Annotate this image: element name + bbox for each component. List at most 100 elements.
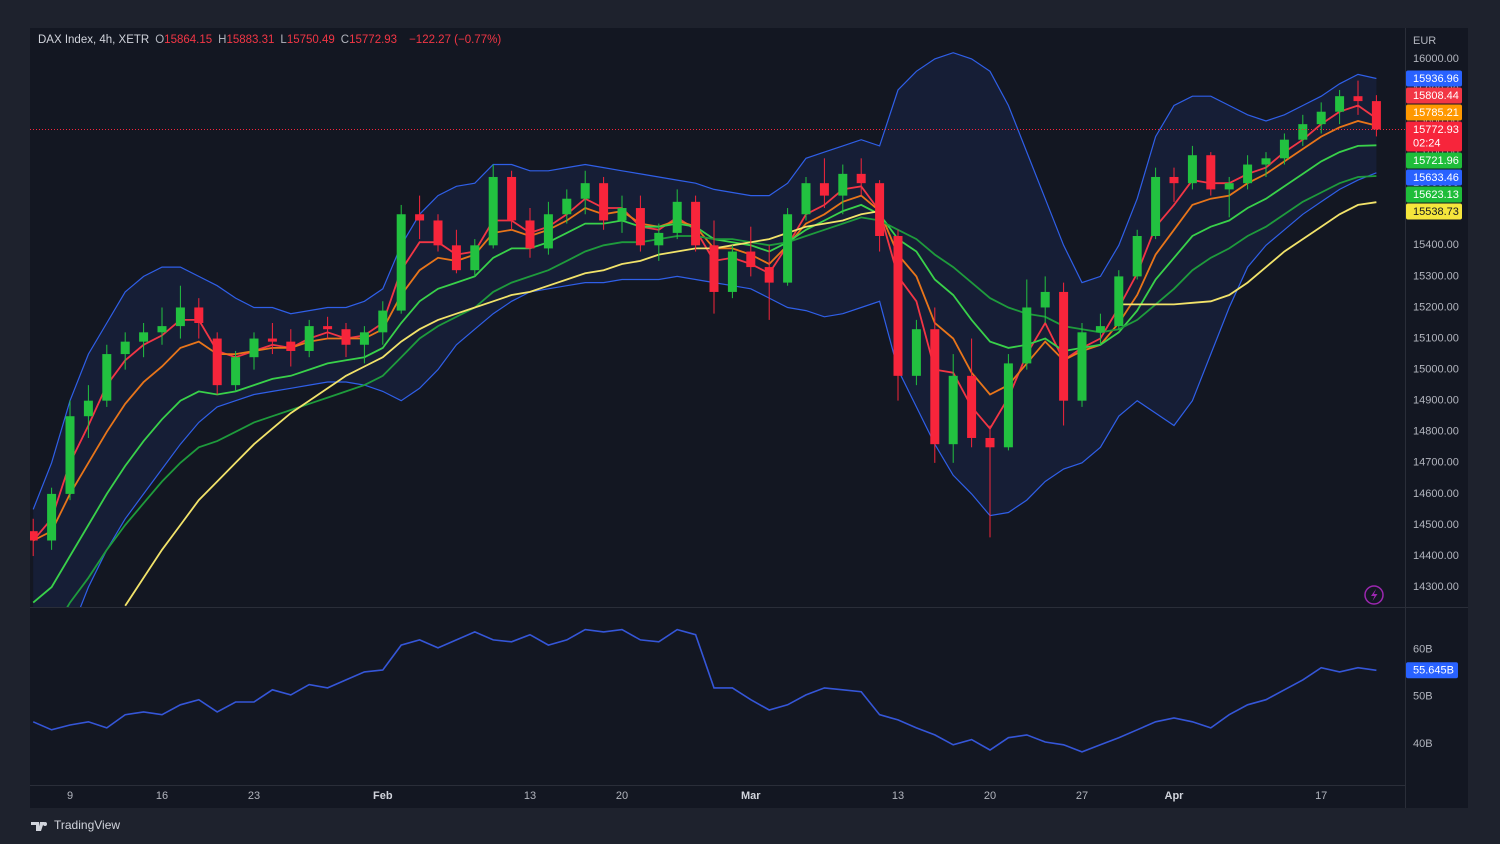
x-tick-label: Apr — [1165, 790, 1185, 802]
candle-body — [617, 208, 627, 221]
candle-body — [985, 437, 995, 448]
candle-body — [1224, 183, 1234, 190]
candle-body — [1022, 307, 1032, 364]
ohlc-value: 15772.93 — [349, 34, 398, 46]
candle-body — [378, 310, 388, 333]
symbol-title: DAX Index, 4h, XETR — [38, 34, 150, 46]
y-tick-label: 14600.00 — [1413, 488, 1459, 500]
candle-body — [893, 236, 903, 376]
ohlc-key: C — [340, 34, 350, 46]
volume-pane — [32, 628, 1377, 753]
ohlc-key: H — [218, 34, 227, 46]
price-badge-label: 15633.46 — [1413, 172, 1459, 184]
candle-body — [1059, 291, 1069, 401]
ohlc-value: 15883.31 — [226, 34, 275, 46]
candle-body — [415, 214, 425, 221]
x-tick-label: Feb — [373, 790, 393, 802]
candle-body — [139, 332, 149, 342]
y-tick-label: 40B — [1413, 738, 1433, 750]
legend-header: DAX Index, 4h, XETR O15864.15 H15883.31 L1… — [38, 34, 501, 46]
candle-body — [507, 176, 517, 221]
candle-body — [709, 245, 719, 292]
y-tick-label: 14400.00 — [1413, 550, 1459, 562]
candle-body — [525, 220, 535, 249]
x-tick-label: 27 — [1076, 790, 1088, 802]
y-tick-label: 14500.00 — [1413, 519, 1459, 531]
candle-body — [451, 245, 461, 271]
price-badge — [1406, 70, 1462, 87]
candle-body — [911, 329, 921, 376]
candle-body — [856, 173, 866, 184]
y-tick-label: 16000.00 — [1413, 53, 1459, 65]
ohlc-key: L — [280, 34, 287, 46]
candle-body — [157, 326, 167, 333]
candle-body — [727, 251, 737, 292]
candle-body — [819, 183, 829, 196]
candle-body — [175, 307, 185, 327]
x-tick-label: 13 — [892, 790, 904, 802]
candle-body — [635, 208, 645, 246]
moving-average — [66, 175, 1377, 607]
candle-body — [1243, 164, 1253, 184]
x-tick-label: 20 — [984, 790, 996, 802]
ohlc-item: C15772.93 — [341, 34, 397, 46]
tradingview-logo — [31, 822, 47, 831]
currency-label: EUR — [1413, 35, 1436, 47]
candle-body — [580, 183, 590, 199]
candle-body — [267, 338, 277, 342]
candle-body — [599, 183, 609, 221]
band-fill — [33, 52, 1377, 607]
candle-body — [562, 198, 572, 215]
x-tick-label: 20 — [616, 790, 628, 802]
x-tick-label: Mar — [741, 790, 761, 802]
indicator-line — [32, 628, 1377, 753]
price-badge-label: 15538.73 — [1413, 206, 1459, 218]
candle-body — [1003, 363, 1013, 448]
candle-body — [1353, 96, 1363, 102]
ohlc-key: O — [155, 34, 165, 46]
candle-body — [930, 329, 940, 445]
candle-body — [746, 251, 756, 268]
x-tick-label: 17 — [1315, 790, 1327, 802]
candle-body — [1077, 332, 1087, 401]
candle-body — [30, 531, 38, 541]
ohlc-values: O15864.15 H15883.31 L15750.49 C15772.93 — [155, 34, 403, 46]
candle-body — [838, 173, 848, 196]
price-badge — [1406, 152, 1462, 169]
axes: 14300.00 14400.00 14500.00 14600.00 14700.00… — [67, 53, 1462, 802]
candle-body — [967, 375, 977, 438]
price-badge — [1406, 203, 1462, 220]
candle-body — [83, 400, 93, 417]
alert-icon[interactable] — [1364, 585, 1384, 605]
candle-body — [1151, 176, 1161, 237]
candle-body — [1335, 96, 1345, 112]
candle-body — [801, 183, 811, 215]
change: −122.27 (−0.77%) — [409, 34, 502, 46]
candle-body — [488, 176, 498, 246]
price-badge-label: 15721.96 — [1413, 155, 1459, 167]
moving-average — [124, 201, 1377, 607]
candle-body — [764, 267, 774, 283]
y-tick-label: 14800.00 — [1413, 426, 1459, 438]
ohlc-value: 15864.15 — [164, 34, 213, 46]
y-tick-label: 15000.00 — [1413, 364, 1459, 376]
countdown: 02:24 — [1413, 137, 1441, 149]
price-badge-label: 15772.93 — [1413, 124, 1459, 136]
x-tick-label: 13 — [524, 790, 536, 802]
candle-body — [654, 232, 664, 246]
y-tick-label: 15100.00 — [1413, 332, 1459, 344]
price-badge-label: 15623.13 — [1413, 189, 1459, 201]
candle-body — [1187, 155, 1197, 184]
candle-body — [231, 357, 241, 386]
candle-body — [102, 354, 112, 401]
candle-body — [249, 338, 259, 358]
candle-body — [323, 326, 333, 330]
candle-body — [120, 341, 130, 355]
candle-body — [783, 214, 793, 283]
ohlc-item: H15883.31 — [218, 34, 274, 46]
price-badge — [1406, 104, 1462, 121]
price-badge-label: 15936.96 — [1413, 73, 1459, 85]
candle-body — [47, 493, 57, 541]
x-tick-label: 16 — [156, 790, 168, 802]
